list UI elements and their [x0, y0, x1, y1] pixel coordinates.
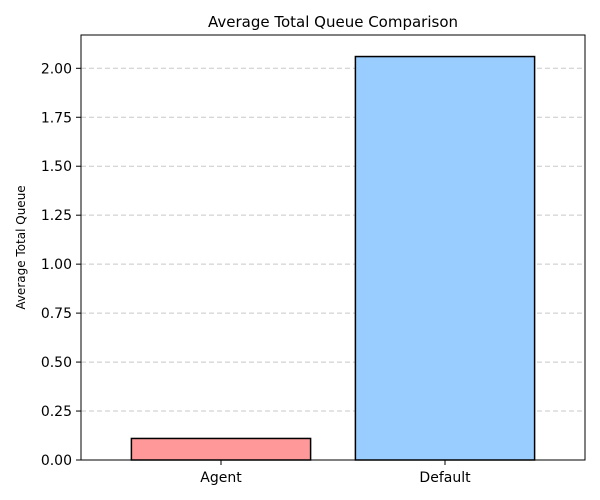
- grid-lines: [81, 67, 585, 461]
- bar-default: [354, 55, 536, 461]
- y-axis-label: Average Total Queue: [14, 185, 28, 309]
- y-tick-label: 2.00: [41, 61, 72, 77]
- y-tick-label: 0.25: [41, 404, 72, 420]
- y-tick-label: 0.75: [41, 306, 72, 322]
- y-tick-label: 1.00: [41, 257, 72, 273]
- plot-area-frame: [80, 34, 586, 461]
- x-tick-label: Default: [419, 470, 471, 486]
- y-tick-label: 1.75: [41, 110, 72, 126]
- x-tick-label: Agent: [200, 470, 242, 486]
- bars: [130, 55, 536, 461]
- chart-title: Average Total Queue Comparison: [208, 13, 458, 31]
- y-tick-label: 1.25: [41, 208, 72, 224]
- bar-agent: [130, 437, 312, 461]
- y-tick-label: 0.50: [41, 355, 72, 371]
- y-tick-label: 1.50: [41, 159, 72, 175]
- axis-ticks: 0.00 0.25 0.50 0.75 1.00 1.25 1.50 1.75 2.00 Agen…: [41, 61, 471, 486]
- y-tick-label: 0.00: [41, 453, 72, 469]
